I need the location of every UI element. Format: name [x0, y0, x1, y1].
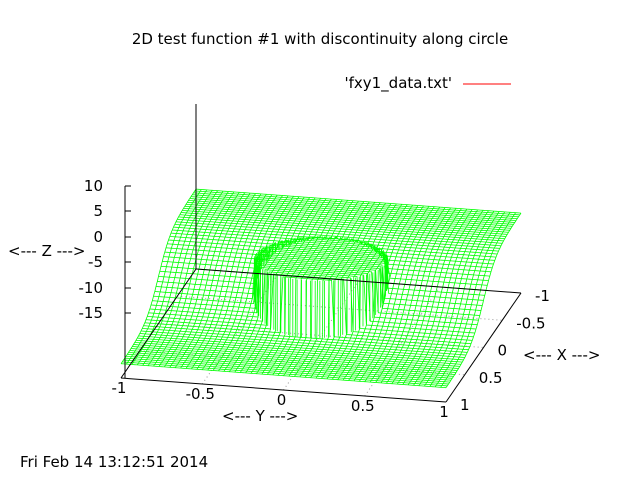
- mesh-line-x: [179, 214, 505, 240]
- mesh-line-x: [159, 251, 485, 296]
- y-tick-label: 0.5: [351, 397, 375, 415]
- mesh-line-x: [162, 248, 488, 286]
- mesh-line-x: [180, 212, 507, 237]
- y-tick-label: 0: [277, 391, 287, 409]
- mesh-line-x: [188, 200, 514, 225]
- mesh-line-x: [184, 205, 510, 231]
- mesh-line-x: [150, 265, 477, 330]
- mesh-line-x: [142, 328, 468, 353]
- mesh-line-x: [132, 346, 458, 371]
- mesh-line-x: [133, 344, 459, 369]
- mesh-line-x: [167, 241, 493, 269]
- mesh-line-x: [183, 207, 509, 233]
- axes-frame: [120, 104, 522, 403]
- mesh-line-x: [172, 229, 498, 255]
- z-tick-label: -15: [79, 304, 104, 322]
- mesh-line-x: [148, 269, 474, 338]
- x-tick-label: 1: [460, 396, 470, 414]
- mesh-line-x: [170, 232, 497, 258]
- mesh-line-x: [123, 359, 449, 385]
- z-tick-label: 5: [93, 202, 103, 220]
- mesh-line-x: [122, 361, 448, 387]
- mesh-line-x: [178, 216, 504, 242]
- mesh-line-x: [195, 188, 522, 214]
- mesh-line-x: [165, 243, 492, 273]
- mesh-line-x: [140, 330, 467, 356]
- mesh-line-x: [129, 350, 455, 375]
- mesh-line-x: [157, 255, 483, 306]
- z-tick-label: 0: [93, 228, 103, 246]
- y-tick-label: -1: [112, 379, 127, 397]
- base-left-edge: [120, 268, 197, 379]
- mesh-line-x: [164, 244, 490, 277]
- mesh-line-x: [187, 201, 513, 227]
- z-tick-label: 10: [84, 177, 103, 195]
- mesh-line-x: [190, 196, 517, 221]
- mesh-line-x: [185, 203, 512, 229]
- timestamp: Fri Feb 14 13:12:51 2014: [20, 453, 208, 471]
- x-tick-label: -1: [535, 287, 550, 305]
- x-tick-label: 0: [498, 342, 508, 360]
- base-back-edge: [195, 268, 522, 294]
- mesh-line-x: [145, 273, 472, 345]
- mesh-line-x: [143, 325, 469, 351]
- mesh-line-x: [120, 363, 447, 389]
- mesh-line-x: [182, 210, 508, 235]
- mesh-line-x: [153, 260, 479, 321]
- mesh-line-x: [174, 224, 500, 249]
- chart-title: 2D test function #1 with discontinuity a…: [132, 30, 508, 48]
- x-axis-label: <--- X --->: [523, 346, 600, 364]
- mesh-line-x: [125, 355, 452, 381]
- mesh-line-x: [175, 221, 502, 247]
- mesh-line-x: [147, 271, 473, 341]
- mesh-line-x: [152, 263, 478, 326]
- y-tick-label: 1: [439, 403, 449, 421]
- z-tick-label: -10: [79, 279, 104, 297]
- mesh-line-x: [128, 352, 454, 377]
- mesh-line-x: [134, 342, 460, 367]
- mesh-line-x: [124, 357, 450, 383]
- y-tick-label: -0.5: [186, 385, 215, 403]
- mesh-line-x: [189, 198, 515, 223]
- tick-labels: 10 5 0 -5 -10 -15 -1 -0.5 0 0.5 1 -1 -0.5 0 0.5 1: [79, 177, 550, 421]
- mesh-line-x: [154, 258, 480, 316]
- mesh-line-x: [155, 257, 482, 311]
- mesh-line-x: [192, 194, 518, 220]
- mesh-line-x: [158, 253, 484, 301]
- mesh-line-x: [169, 236, 495, 261]
- mesh-line-x: [168, 239, 494, 265]
- mesh-line-x: [127, 353, 453, 379]
- mesh-line-x: [135, 339, 462, 365]
- mesh-line-x: [193, 192, 519, 218]
- z-tick-label: -5: [88, 253, 103, 271]
- x-axis-line: [445, 292, 522, 403]
- surface-mesh: [120, 188, 522, 389]
- mesh-line-x: [138, 335, 464, 361]
- x-tick-label: -0.5: [516, 314, 545, 332]
- legend-label: 'fxy1_data.txt': [344, 74, 452, 93]
- y-axis-label: <--- Y --->: [222, 407, 298, 425]
- x-tick-label: 0.5: [479, 369, 503, 387]
- y-axis-line: [120, 377, 447, 403]
- mesh-line-x: [194, 190, 520, 216]
- mesh-line-x: [144, 276, 470, 348]
- mesh-line-x: [177, 218, 503, 244]
- mesh-line-x: [139, 333, 465, 358]
- mesh-line-x: [130, 348, 457, 373]
- mesh-line-x: [149, 267, 475, 334]
- mesh-line-x: [137, 337, 463, 363]
- mesh-line-x: [163, 246, 489, 281]
- z-axis-label: <--- Z --->: [8, 242, 85, 260]
